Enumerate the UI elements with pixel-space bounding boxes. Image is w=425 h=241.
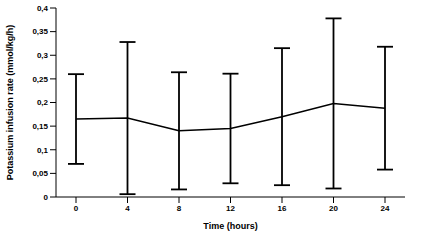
svg-text:20: 20 <box>329 204 338 213</box>
svg-text:0,05: 0,05 <box>32 169 48 178</box>
svg-text:0,4: 0,4 <box>37 4 49 13</box>
svg-text:Time (hours): Time (hours) <box>203 221 257 231</box>
svg-text:4: 4 <box>125 204 130 213</box>
svg-text:Potassium infusion rate (mmol/: Potassium infusion rate (mmol/kg/h) <box>8 25 15 181</box>
svg-text:12: 12 <box>226 204 235 213</box>
svg-text:0,35: 0,35 <box>32 27 48 36</box>
svg-text:0,1: 0,1 <box>37 146 49 155</box>
svg-text:16: 16 <box>278 204 287 213</box>
svg-text:0,3: 0,3 <box>37 51 49 60</box>
svg-text:0: 0 <box>44 193 49 202</box>
svg-text:0,2: 0,2 <box>37 98 49 107</box>
svg-text:0: 0 <box>74 204 79 213</box>
svg-text:0,15: 0,15 <box>32 122 48 131</box>
svg-text:24: 24 <box>381 204 390 213</box>
svg-text:8: 8 <box>177 204 182 213</box>
svg-text:0,25: 0,25 <box>32 75 48 84</box>
